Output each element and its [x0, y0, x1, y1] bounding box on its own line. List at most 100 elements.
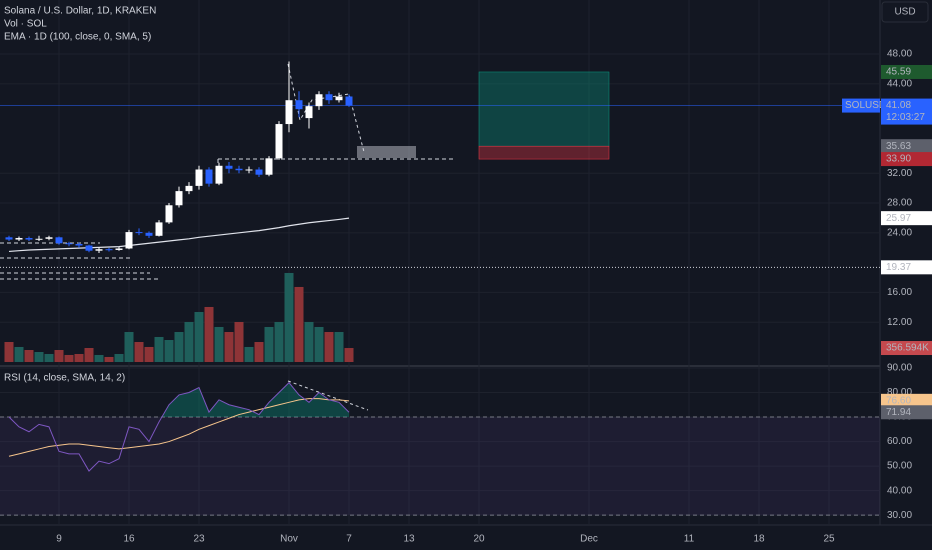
- rsi-tag: 71.94: [886, 407, 911, 418]
- countdown: 12:03:27: [886, 112, 925, 123]
- volume-bar: [334, 331, 344, 362]
- candle-body: [135, 232, 143, 234]
- volume-bar: [4, 341, 14, 362]
- volume-tag: 356.594K: [886, 343, 929, 354]
- candle-body: [5, 237, 13, 240]
- candle-body: [165, 205, 173, 223]
- volume-bar: [304, 321, 314, 362]
- profit-zone: [478, 71, 610, 147]
- x-tick-label: 16: [123, 534, 135, 545]
- x-tick-label: 11: [684, 534, 695, 545]
- rsi-tick-label: 80.00: [887, 387, 912, 398]
- candle-body: [175, 191, 183, 206]
- x-tick-label: 20: [473, 534, 485, 545]
- volume-bar: [104, 356, 114, 362]
- ema-title: EMA · 1D (100, close, 0, SMA, 5): [4, 32, 151, 43]
- volume-bar: [224, 331, 234, 362]
- axis-labels: 48.00 44.00 32.00 28.00 24.00 16.00 12.00 90.00…: [56, 49, 932, 545]
- candle-body: [85, 245, 93, 251]
- price-tag: 25.97: [886, 213, 911, 224]
- candle-body: [255, 169, 263, 175]
- price-tag: 45.59: [886, 67, 911, 78]
- candle-body: [95, 249, 103, 251]
- candle-body: [345, 96, 353, 106]
- volume-bar: [174, 331, 184, 362]
- rsi-tick-label: 90.00: [887, 363, 912, 374]
- volume-bar: [34, 351, 44, 362]
- x-tick-label: Nov: [280, 534, 298, 545]
- volume-bar: [244, 346, 254, 362]
- rsi-title: RSI (14, close, SMA, 14, 2): [4, 373, 125, 384]
- currency-button[interactable]: [881, 1, 929, 23]
- price-tag-bg: [881, 139, 932, 154]
- chart-title: Solana / U.S. Dollar, 1D, KRAKEN: [4, 6, 156, 17]
- volume-bar: [154, 336, 164, 362]
- volume-bar: [84, 347, 94, 362]
- y-tick-label: 48.00: [887, 49, 912, 60]
- plot: [0, 61, 880, 472]
- y-tick-label: 44.00: [887, 78, 912, 89]
- volume-bar: [254, 341, 264, 362]
- grid: [0, 0, 880, 525]
- volume-bar: [134, 341, 144, 362]
- candle-body: [195, 169, 203, 186]
- candle-body: [125, 232, 133, 249]
- candle-body: [295, 100, 303, 110]
- volume-bar: [24, 349, 34, 362]
- price-tag-bg: [881, 260, 932, 275]
- projection-box: [357, 146, 416, 158]
- rsi-sma-tag: 76.60: [886, 395, 911, 406]
- currency[interactable]: USD: [894, 7, 915, 18]
- symbol-tag: SOLUSD: [845, 100, 886, 111]
- candle-body: [35, 238, 43, 240]
- volume-bar: [344, 348, 354, 362]
- price-tag: 41.08: [886, 100, 911, 111]
- volume-bar: [144, 346, 154, 362]
- volume-bar: [214, 326, 224, 362]
- volume-bar: [44, 353, 54, 362]
- x-tick-label: 13: [403, 534, 415, 545]
- candle-body: [215, 165, 223, 184]
- volume-bar: [204, 306, 214, 362]
- candle-body: [205, 169, 213, 184]
- rsi-tick-label: 30.00: [887, 510, 912, 521]
- candle-body: [65, 243, 73, 245]
- y-tick-label: 32.00: [887, 168, 912, 179]
- candle-body: [235, 168, 243, 171]
- rsi-sma-tag-bg: [881, 393, 932, 408]
- rsi-tag-bg: [881, 405, 932, 420]
- rsi-tick-label: 60.00: [887, 436, 912, 447]
- candle-body: [115, 248, 123, 250]
- y-tick-label: 16.00: [887, 287, 912, 298]
- candle-body: [225, 165, 233, 169]
- volume-bar: [234, 321, 244, 362]
- candle-body: [185, 185, 193, 192]
- candle-body: [145, 232, 153, 236]
- candle-body: [55, 237, 63, 244]
- volume-bar: [114, 353, 124, 362]
- rsi-overbought-fill: [161, 382, 349, 418]
- candle-body: [15, 238, 23, 240]
- x-tick-label: 18: [753, 534, 765, 545]
- x-tick-label: 9: [56, 534, 62, 545]
- candle-body: [305, 106, 313, 119]
- candle-body: [105, 249, 113, 251]
- rsi-tick-label: 40.00: [887, 485, 912, 496]
- volume-bar: [74, 353, 84, 362]
- rsi-line: [8, 381, 350, 472]
- x-tick-label: Dec: [580, 534, 598, 545]
- rsi-trendline: [287, 380, 369, 411]
- candle-body: [25, 238, 33, 240]
- volume-bar: [324, 331, 334, 362]
- pane-separator: [0, 365, 880, 367]
- candle-body: [285, 100, 293, 125]
- price-tag: 33.90: [886, 154, 911, 165]
- y-tick-label: 12.00: [887, 317, 912, 328]
- volume-bar: [124, 331, 134, 362]
- x-tick-label: 23: [193, 534, 205, 545]
- volume-title: Vol · SOL: [4, 19, 47, 30]
- volume-bar: [164, 339, 174, 362]
- rsi-band: [0, 417, 880, 516]
